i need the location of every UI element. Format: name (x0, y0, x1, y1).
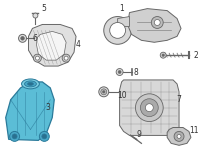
Circle shape (99, 87, 109, 97)
Polygon shape (167, 127, 191, 145)
Circle shape (110, 22, 126, 38)
Circle shape (154, 20, 160, 25)
Circle shape (19, 34, 26, 42)
Circle shape (116, 69, 123, 75)
Ellipse shape (27, 82, 33, 85)
Circle shape (33, 13, 38, 18)
Circle shape (174, 131, 184, 141)
Circle shape (42, 134, 47, 139)
Circle shape (39, 131, 49, 141)
Circle shape (101, 89, 107, 95)
Text: 7: 7 (177, 95, 181, 104)
Text: 1: 1 (119, 4, 124, 13)
Text: 10: 10 (117, 91, 126, 100)
Circle shape (10, 131, 20, 141)
Circle shape (103, 91, 105, 93)
Polygon shape (28, 24, 76, 66)
Ellipse shape (22, 79, 39, 89)
Circle shape (118, 71, 121, 74)
Text: 11: 11 (189, 126, 199, 135)
Circle shape (151, 17, 163, 28)
Text: 2: 2 (194, 51, 198, 60)
Polygon shape (120, 80, 179, 135)
Text: 3: 3 (46, 103, 51, 112)
Circle shape (35, 56, 39, 60)
Text: 6: 6 (33, 34, 38, 43)
Circle shape (33, 54, 41, 62)
Text: 9: 9 (137, 130, 142, 139)
Ellipse shape (25, 81, 36, 87)
Circle shape (12, 134, 17, 139)
Text: 4: 4 (76, 40, 80, 49)
Circle shape (160, 52, 166, 58)
Circle shape (145, 104, 153, 112)
Polygon shape (128, 9, 181, 42)
Polygon shape (6, 82, 54, 140)
Circle shape (64, 56, 68, 60)
Circle shape (135, 94, 163, 122)
Text: 5: 5 (41, 4, 46, 13)
Circle shape (140, 99, 158, 117)
Circle shape (104, 17, 131, 44)
Circle shape (62, 54, 70, 62)
Circle shape (162, 54, 164, 56)
Circle shape (21, 37, 24, 40)
Polygon shape (118, 17, 130, 26)
Polygon shape (36, 31, 66, 60)
Circle shape (177, 134, 181, 138)
Text: 8: 8 (133, 67, 138, 77)
